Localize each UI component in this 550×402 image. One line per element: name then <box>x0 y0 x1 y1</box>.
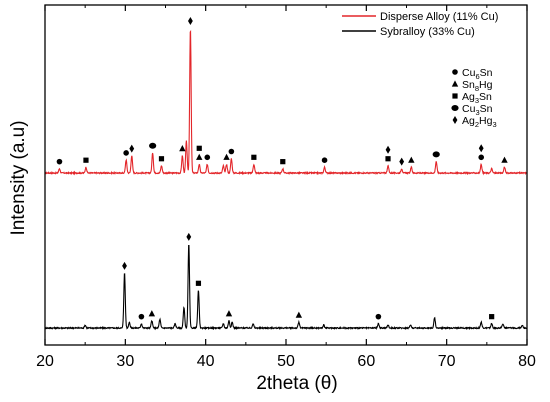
x-tick-label-70: 70 <box>438 353 456 370</box>
phase-marker-square <box>83 157 89 163</box>
phase-legend-label-2: Ag3Sn <box>462 91 492 105</box>
phase-marker-circle <box>321 157 328 163</box>
phase-legend-label-1: Sn8Hg <box>462 79 493 93</box>
plot-area <box>44 17 528 331</box>
phase-marker-hexagon <box>432 151 440 158</box>
phase-legend-hexagon-icon <box>451 105 459 111</box>
phase-legend-circle-icon <box>452 69 458 75</box>
phase-marker-square <box>196 145 202 151</box>
y-axis-title: Intensity (a.u) <box>8 120 29 235</box>
phase-marker-triangle <box>408 156 415 163</box>
x-tick-label-50: 50 <box>277 353 295 370</box>
phase-marker-triangle <box>223 153 230 160</box>
series-line-disperse-alloy <box>44 29 528 176</box>
phase-marker-square <box>385 156 391 162</box>
phase-marker-triangle <box>196 153 203 160</box>
phase-marker-diamond <box>385 145 391 154</box>
x-axis-title: 2theta (θ) <box>256 373 337 394</box>
phase-legend-label-0: Cu6Sn <box>462 67 493 81</box>
series-line-sybralloy <box>44 244 528 331</box>
legend-label-1: Sybralloy (33% Cu) <box>380 26 475 38</box>
phase-marker-circle <box>375 313 382 320</box>
phase-marker-square <box>489 314 495 320</box>
phase-marker-triangle <box>148 310 156 317</box>
phase-marker-diamond <box>122 261 127 270</box>
x-tick-label-60: 60 <box>357 353 375 370</box>
phase-marker-triangle <box>501 156 508 163</box>
phase-marker-circle <box>478 154 485 161</box>
phase-marker-circle <box>138 313 145 320</box>
phase-marker-circle <box>56 158 63 165</box>
phase-marker-diamond <box>186 232 192 241</box>
phase-legend-diamond-icon <box>452 116 458 124</box>
phase-marker-circle <box>228 148 235 155</box>
phase-marker-diamond <box>478 144 484 153</box>
phase-marker-square <box>280 159 286 165</box>
phase-marker-diamond <box>129 144 135 153</box>
phase-marker-square <box>158 156 165 162</box>
x-tick-label-30: 30 <box>116 353 134 370</box>
phase-marker-circle <box>204 154 211 161</box>
legend: Disperse Alloy (11% Cu) Sybralloy (33% Cu… <box>342 11 498 38</box>
phase-marker-diamond <box>188 17 193 25</box>
x-tick-label-80: 80 <box>518 353 536 370</box>
phase-marker-triangle <box>295 311 303 318</box>
axes: 20 30 40 50 60 70 80 <box>36 4 536 370</box>
phase-marker-diamond <box>399 157 405 166</box>
phase-marker-triangle <box>179 145 186 152</box>
phase-marker-triangle <box>225 310 233 317</box>
phase-legend-label-3: Cu3Sn <box>462 103 493 117</box>
legend-label-0: Disperse Alloy (11% Cu) <box>380 11 498 23</box>
phase-marker-circle <box>123 150 129 156</box>
phase-legend-square-icon <box>452 93 458 99</box>
phase-legend-label-4: Ag2Hg3 <box>462 115 497 129</box>
phase-marker-square <box>195 280 202 286</box>
plot-frame <box>44 4 528 346</box>
phase-marker-square <box>251 154 257 160</box>
x-tick-label-20: 20 <box>36 353 54 370</box>
x-tick-label-40: 40 <box>197 353 215 370</box>
phase-marker-hexagon <box>149 142 157 149</box>
phase-legend-triangle-icon <box>451 80 459 87</box>
